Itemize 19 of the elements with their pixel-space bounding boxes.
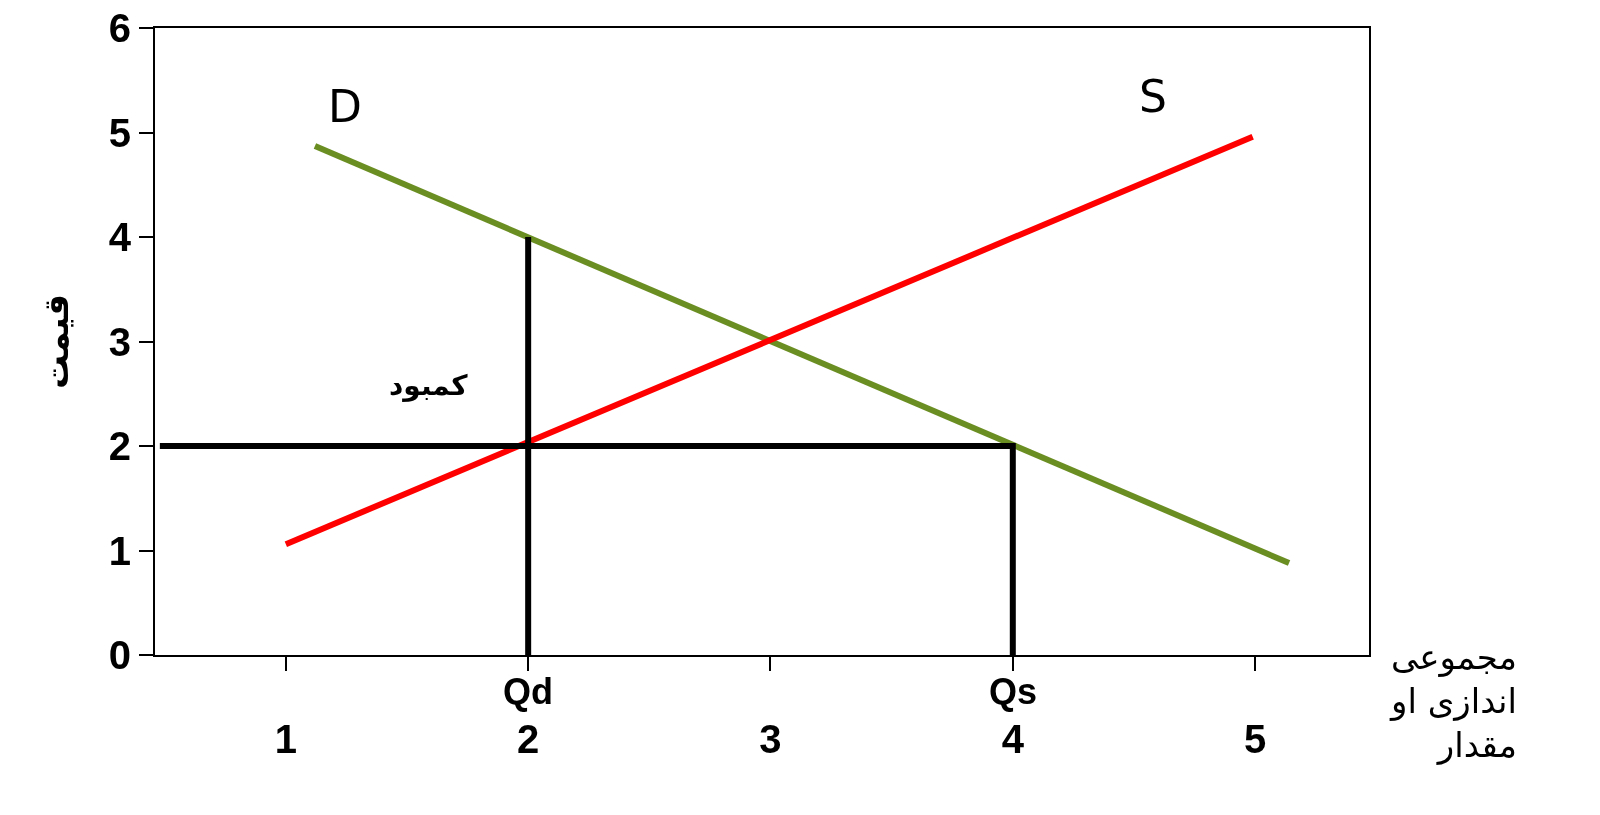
annotation: Qs	[989, 671, 1038, 712]
x-tick-label: 2	[517, 717, 540, 761]
annotation: Qd	[503, 671, 553, 712]
annotation: کمبود	[389, 369, 469, 402]
y-tick-label: 1	[108, 528, 131, 573]
y-tick-label: 2	[108, 424, 131, 468]
x-tick-label: 5	[1243, 717, 1267, 761]
y-tick-label: 3	[108, 319, 131, 364]
y-tick-label: 6	[108, 6, 131, 50]
y-tick-label: 4	[108, 215, 132, 259]
y-axis-title: قیمت	[35, 294, 76, 389]
y-tick-label: 5	[108, 110, 131, 155]
x-tick-label: 4	[1001, 717, 1025, 761]
x-axis-title: مجموعی اندازی او مقدار	[1389, 637, 1517, 766]
x-tick-label: 3	[759, 717, 782, 761]
x-tick-label: 1	[274, 717, 297, 761]
series-label: D	[328, 81, 362, 132]
y-tick-label: 0	[108, 633, 131, 677]
series-label: S	[1139, 71, 1167, 122]
